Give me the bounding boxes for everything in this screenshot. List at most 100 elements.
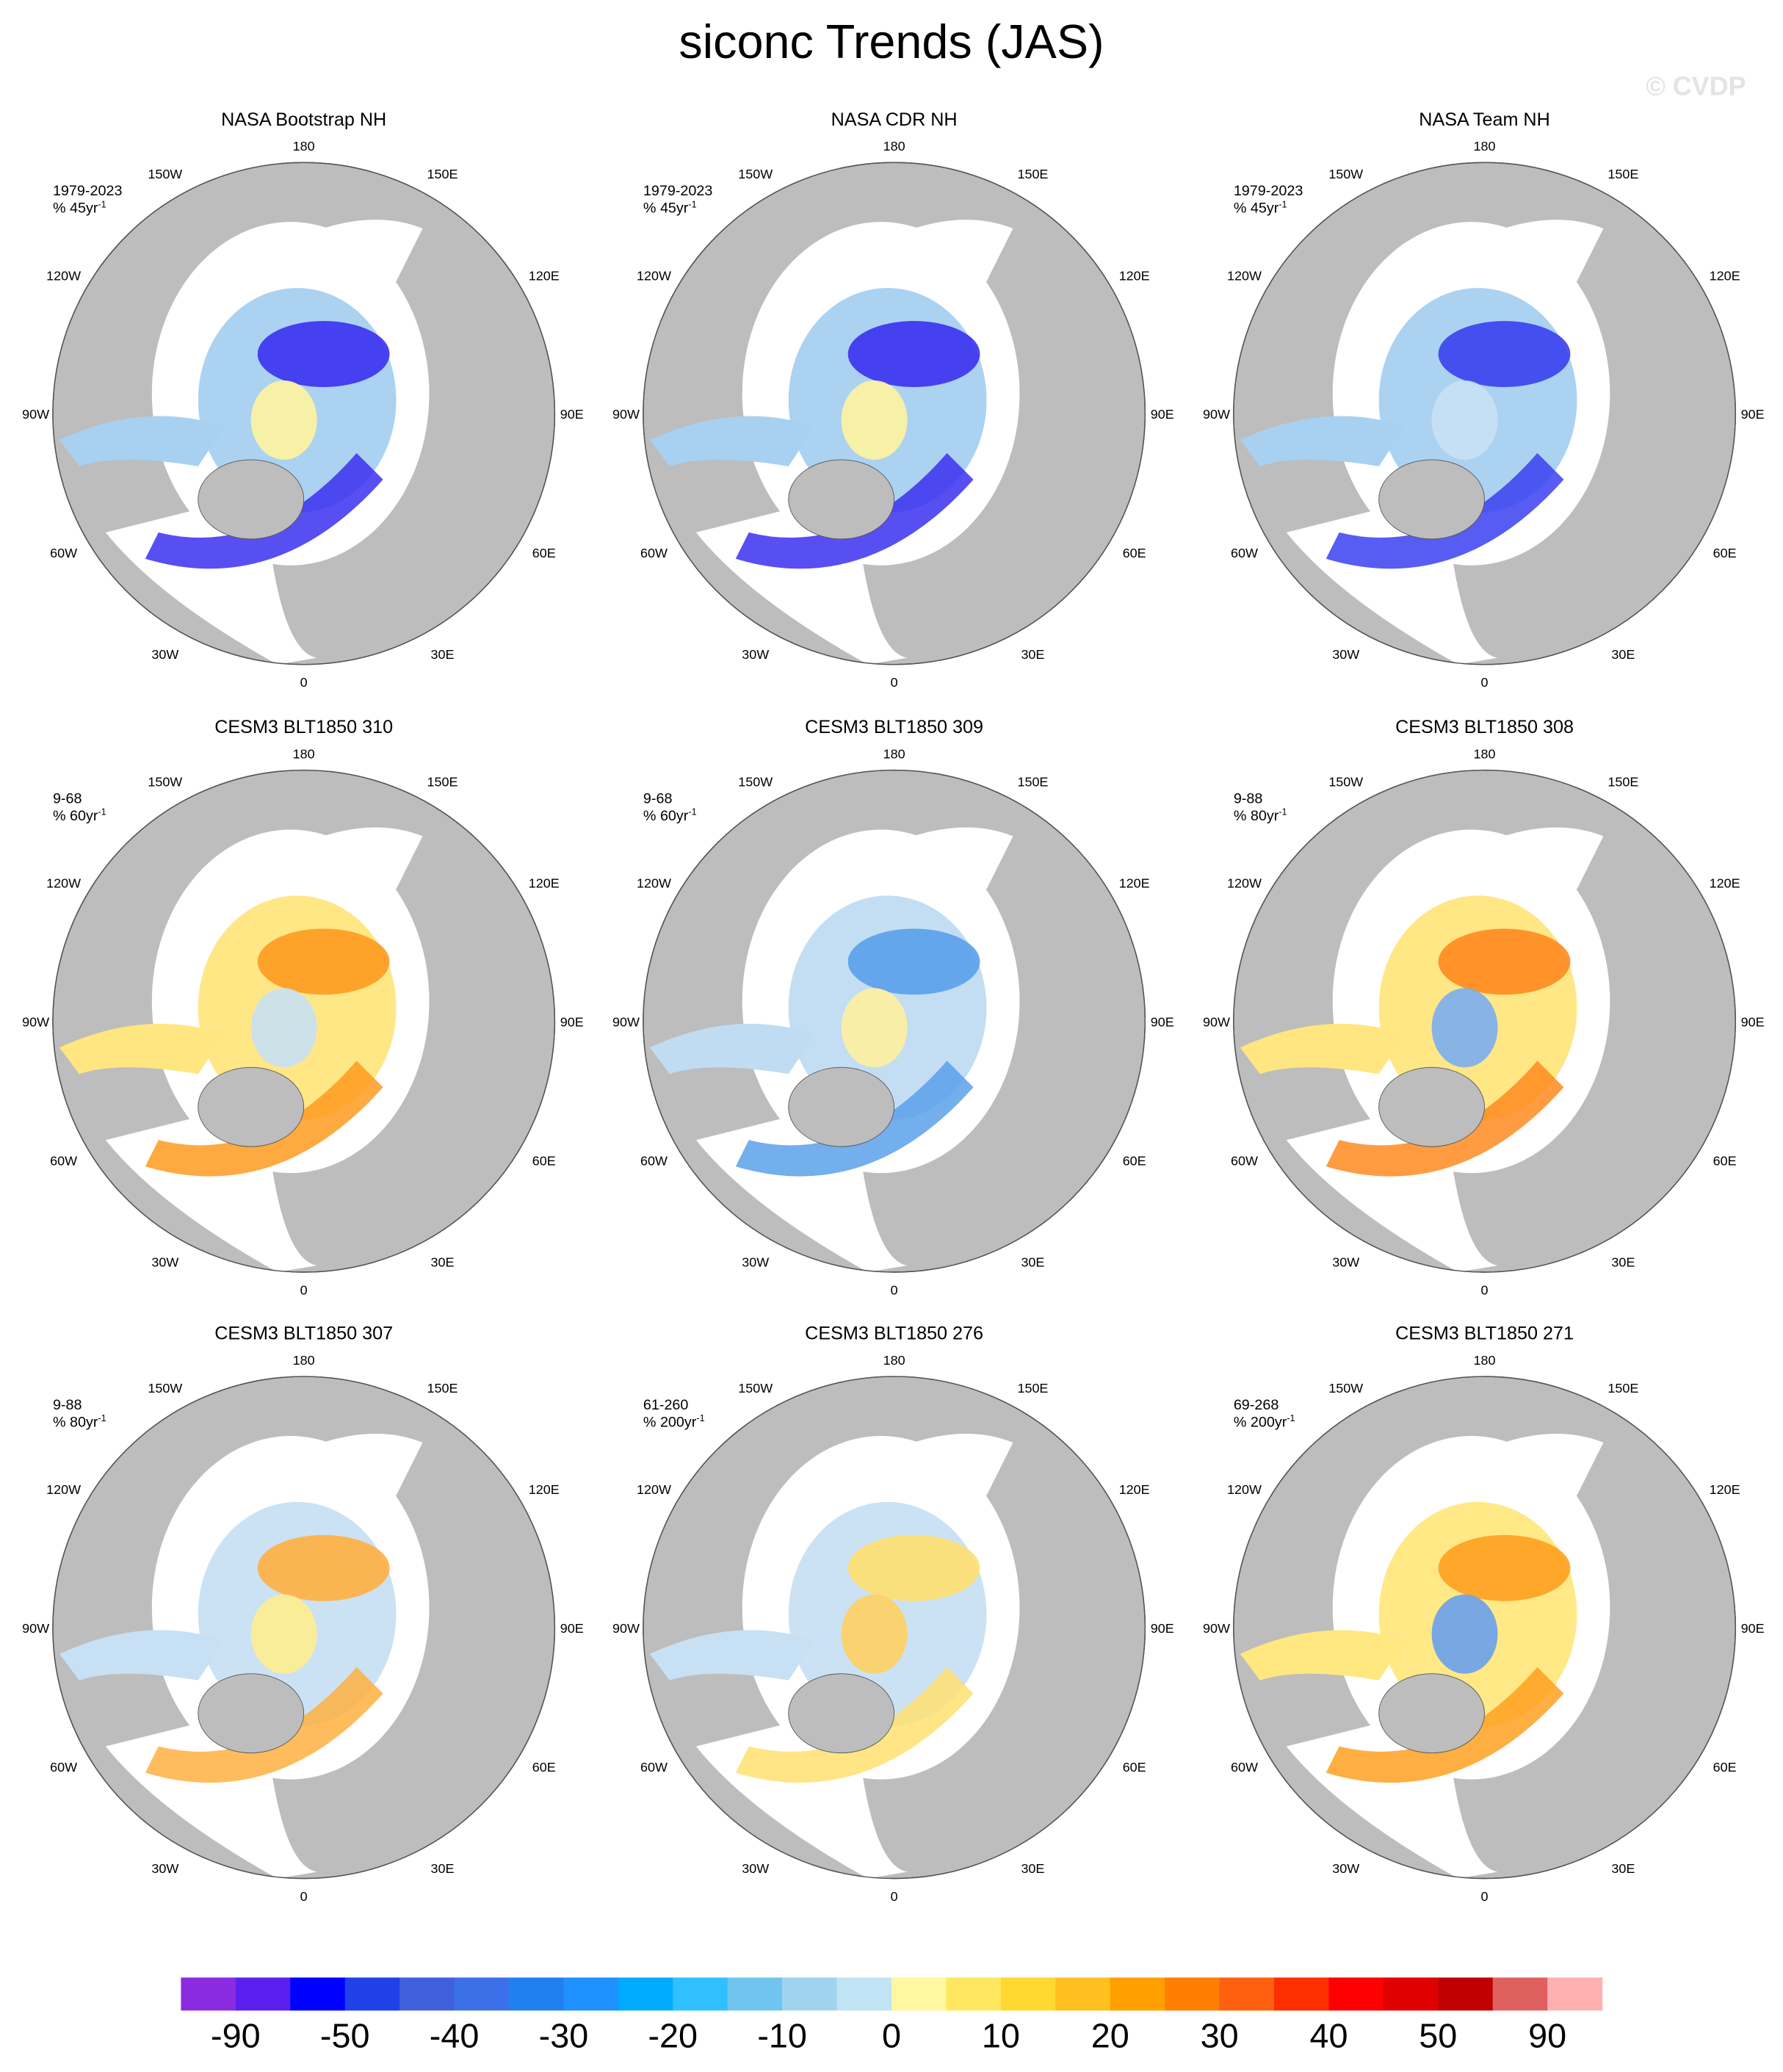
units-label: % 45yr-1	[53, 199, 106, 216]
longitude-label: 180	[1474, 1353, 1496, 1368]
panel-title: NASA CDR NH	[831, 109, 958, 130]
map-boundary	[52, 769, 556, 1273]
map-boundary	[1233, 769, 1736, 1273]
longitude-label: 0	[300, 1283, 308, 1298]
longitude-label: 90E	[1741, 1014, 1765, 1029]
longitude-label: 150E	[1607, 167, 1638, 181]
units-exponent: -1	[98, 1413, 106, 1423]
map-boundary	[52, 162, 556, 665]
colorbar-label: -20	[648, 2017, 698, 2055]
trend-region	[59, 1023, 225, 1075]
trend-region	[1240, 1023, 1406, 1075]
colorbar-swatch	[836, 1977, 892, 2011]
longitude-label: 120E	[1119, 268, 1150, 283]
greenland	[1378, 1673, 1485, 1754]
longitude-label: 150W	[1328, 774, 1363, 789]
map-panel: CESM3 BLT1850 310 9-68% 60yr-1 180 150E 120E…	[22, 717, 584, 1297]
longitude-label: 0	[891, 1889, 898, 1904]
longitude-label: 60W	[1231, 546, 1258, 560]
longitude-label: 150W	[738, 774, 773, 789]
panel-title: CESM3 BLT1850 271	[1395, 1324, 1574, 1344]
trend-region	[1438, 928, 1571, 995]
colorbar-swatch	[727, 1977, 783, 2011]
trend-region	[649, 1023, 815, 1075]
longitude-label: 120E	[529, 268, 560, 283]
panel-title: CESM3 BLT1850 310	[214, 717, 393, 737]
greenland	[198, 459, 305, 540]
colorbar-swatch	[1438, 1977, 1494, 2011]
units-label: % 45yr-1	[643, 199, 697, 216]
ocean	[1444, 827, 1604, 889]
longitude-label: 150E	[427, 774, 458, 789]
longitude-label: 30W	[151, 1255, 178, 1270]
period-label: 1979-2023	[643, 183, 713, 199]
units-exponent: -1	[1279, 199, 1287, 209]
colorbar-label: 50	[1419, 2017, 1457, 2055]
longitude-label: 150E	[1017, 774, 1048, 789]
longitude-label: 30E	[431, 647, 455, 662]
period-label: 1979-2023	[53, 183, 123, 199]
longitude-label: 120W	[637, 268, 671, 283]
longitude-label: 30E	[1611, 1255, 1635, 1270]
units-text: % 60yr	[53, 808, 98, 824]
map-boundary	[1233, 162, 1736, 665]
trend-region	[145, 1061, 383, 1177]
trend-region	[847, 1534, 980, 1601]
longitude-label: 90E	[1741, 1621, 1765, 1636]
trend-region	[1326, 1061, 1564, 1177]
trend-region	[1438, 1534, 1571, 1601]
longitude-label: 0	[1481, 675, 1489, 690]
longitude-label: 90E	[560, 1014, 584, 1029]
longitude-label: 90E	[1151, 407, 1174, 422]
units-text: % 80yr	[1234, 808, 1279, 824]
longitude-label: 150W	[148, 167, 182, 181]
longitude-label: 120W	[1227, 1482, 1262, 1497]
longitude-label: 90W	[612, 1621, 640, 1636]
longitude-label: 60E	[1123, 1153, 1146, 1168]
units-text: % 80yr	[53, 1414, 98, 1430]
ocean	[854, 1434, 1013, 1495]
colorbar-label: 30	[1201, 2017, 1239, 2055]
period-label: 61-260	[643, 1397, 689, 1413]
longitude-label: 30W	[151, 1861, 178, 1876]
trend-region	[847, 928, 980, 995]
colorbar-swatch	[1328, 1977, 1384, 2011]
panel-title: NASA Bootstrap NH	[221, 109, 386, 130]
watermark: © CVDP	[1646, 71, 1746, 101]
units-label: % 45yr-1	[1234, 199, 1287, 216]
longitude-label: 0	[300, 1889, 308, 1904]
colorbar-swatch	[1110, 1977, 1165, 2011]
longitude-label: 120E	[1710, 876, 1740, 891]
longitude-label: 120E	[1710, 268, 1740, 283]
longitude-label: 120W	[1227, 268, 1262, 283]
map-panel: CESM3 BLT1850 307 9-88% 80yr-1 180 150E 120E…	[22, 1324, 584, 1904]
figure-title: siconc Trends (JAS)	[679, 15, 1104, 68]
longitude-label: 120E	[1119, 876, 1150, 891]
longitude-label: 60E	[1713, 1153, 1737, 1168]
longitude-label: 150E	[427, 1381, 458, 1396]
longitude-label: 60E	[1123, 546, 1146, 560]
longitude-label: 90W	[1203, 1014, 1230, 1029]
colorbar-swatch	[618, 1977, 673, 2011]
colorbar-swatch	[946, 1977, 1002, 2011]
trend-region	[841, 988, 908, 1068]
map-panel: CESM3 BLT1850 276 61-260% 200yr-1 180 150E 1…	[612, 1324, 1174, 1904]
trend-region	[1431, 1594, 1498, 1674]
units-label: % 80yr-1	[1234, 807, 1287, 824]
units-text: % 45yr	[643, 201, 689, 217]
longitude-label: 60W	[640, 1153, 668, 1168]
ocean	[854, 220, 1013, 282]
longitude-label: 60E	[532, 1760, 556, 1775]
trend-region	[1431, 988, 1498, 1068]
units-label: % 60yr-1	[643, 807, 697, 824]
longitude-label: 180	[293, 139, 315, 154]
colorbar-label: -40	[430, 2017, 480, 2055]
colorbar-swatch	[181, 1977, 236, 2011]
longitude-label: 150E	[1017, 167, 1048, 181]
colorbar-label: 10	[982, 2017, 1020, 2055]
units-exponent: -1	[1287, 1413, 1295, 1423]
trend-region	[250, 1594, 317, 1674]
units-label: % 200yr-1	[1234, 1413, 1295, 1430]
colorbar-label: 20	[1091, 2017, 1129, 2055]
longitude-label: 150E	[1607, 1381, 1638, 1396]
